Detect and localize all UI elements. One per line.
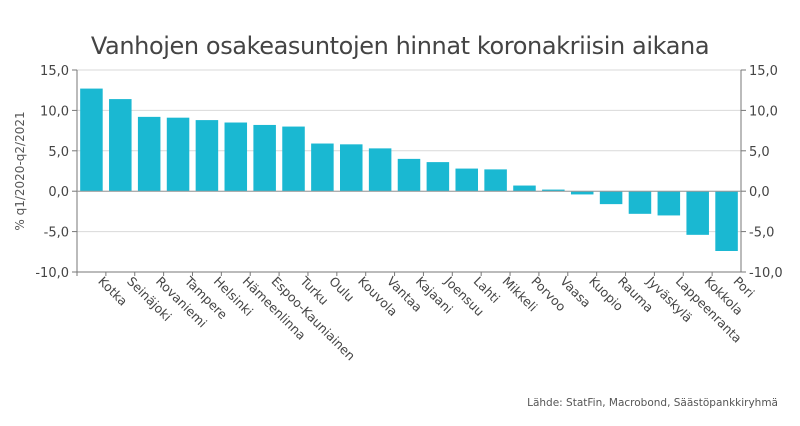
bar <box>426 162 450 192</box>
bar <box>340 144 363 192</box>
y-tick-label-right: -5,0 <box>749 226 774 241</box>
bar <box>224 122 248 192</box>
y-tick-label: -5,0 <box>44 226 69 241</box>
bar <box>657 191 681 216</box>
bar <box>368 148 392 192</box>
chart-title: Vanhojen osakeasuntojen hinnat koronakri… <box>90 32 710 60</box>
bar <box>253 124 276 192</box>
bar <box>195 120 219 192</box>
x-tick-label: Kotka <box>95 274 130 309</box>
bar <box>397 158 421 192</box>
bar <box>484 169 507 192</box>
y-tick-label: 0,0 <box>48 185 69 200</box>
bar <box>599 191 623 205</box>
y-tick-label: 10,0 <box>40 104 69 119</box>
bar <box>715 191 738 251</box>
bar <box>109 99 132 192</box>
bar <box>455 168 478 192</box>
bar <box>542 189 565 192</box>
bar <box>570 191 594 195</box>
bar <box>311 143 334 192</box>
bar <box>282 126 305 192</box>
y-tick-label-right: 5,0 <box>749 145 770 160</box>
bar <box>166 117 190 192</box>
y-tick-label: 5,0 <box>48 145 69 160</box>
bar <box>686 191 709 235</box>
bar <box>513 185 536 192</box>
y-tick-label-right: 10,0 <box>749 104 778 119</box>
bar <box>137 116 161 192</box>
y-tick-label-right: 15,0 <box>749 64 778 79</box>
y-tick-label-right: -10,0 <box>749 266 783 281</box>
bar <box>80 88 103 192</box>
y-tick-label: 15,0 <box>40 64 69 79</box>
y-tick-label-right: 0,0 <box>749 185 770 200</box>
y-tick-label: -10,0 <box>35 266 69 281</box>
source-note: Lähde: StatFin, Macrobond, Säästöpankkir… <box>527 397 778 409</box>
x-tick-label: Oulu <box>326 274 357 305</box>
bar <box>628 191 652 214</box>
